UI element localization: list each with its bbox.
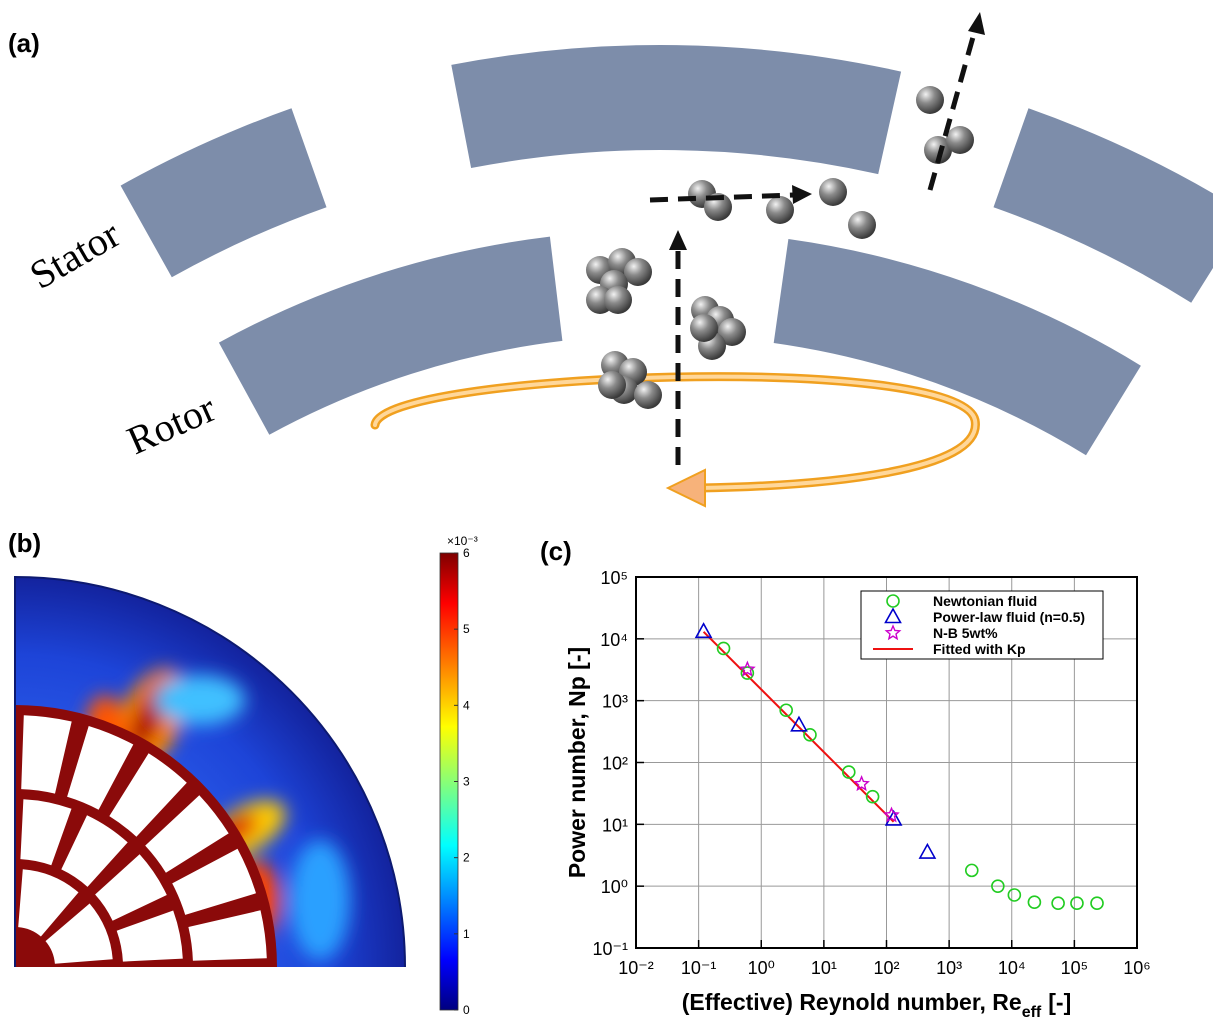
- x-tick-label: 10⁰: [748, 958, 775, 978]
- arrow-head: [669, 230, 687, 250]
- particle: [624, 258, 652, 286]
- x-tick-label: 10⁴: [998, 958, 1026, 978]
- legend-label: Newtonian fluid: [933, 593, 1037, 609]
- stator-blade: [994, 108, 1213, 302]
- x-axis-label: (Effective) Reynold number, Reeff [-]: [682, 989, 1072, 1021]
- panel-label: (a): [8, 28, 40, 58]
- y-tick-label: 10⁵: [601, 568, 628, 588]
- x-axis-label-subscript: eff: [1022, 1004, 1042, 1021]
- colorbar-tick-label: 0: [463, 1003, 470, 1017]
- particle: [946, 126, 974, 154]
- particle: [634, 381, 662, 409]
- particle: [598, 371, 626, 399]
- rotor-blade: [774, 239, 1141, 455]
- rotor-blade: [219, 237, 563, 435]
- colorbar-tick-label: 2: [463, 851, 470, 865]
- page: { "panel_labels": {"a": "(a)", "b": "(b)…: [0, 0, 1213, 1024]
- particle: [848, 211, 876, 239]
- legend-label: N-B 5wt%: [933, 625, 998, 641]
- x-axis-label-suffix: [-]: [1048, 989, 1071, 1015]
- y-tick-label: 10³: [602, 692, 628, 712]
- y-axis-label: Power number, Np [-]: [564, 647, 590, 878]
- stator-label: Stator: [22, 211, 127, 298]
- y-tick-label: 10⁻¹: [592, 939, 628, 959]
- velocity-contour: [15, 577, 405, 967]
- rotor-stator-diagram: [121, 12, 1213, 506]
- x-tick-label: 10⁶: [1123, 958, 1150, 978]
- particle: [819, 178, 847, 206]
- x-tick-label: 10³: [936, 958, 962, 978]
- arrow-head: [968, 12, 985, 35]
- y-tick-label: 10⁴: [600, 630, 628, 650]
- particle: [604, 286, 632, 314]
- x-tick-label: 10⁵: [1061, 958, 1088, 978]
- stator-blade: [451, 45, 901, 174]
- particle: [766, 196, 794, 224]
- colorbar-tick-label: 1: [463, 927, 470, 941]
- legend-label: Fitted with Kp: [933, 641, 1026, 657]
- colorbar-tick-label: 3: [463, 775, 470, 789]
- x-axis-label-text: (Effective) Reynold number, Re: [682, 989, 1022, 1015]
- x-tick-label: 10⁻¹: [681, 958, 717, 978]
- y-tick-label: 10²: [602, 754, 628, 774]
- y-tick-label: 10¹: [602, 815, 628, 835]
- y-tick-label: 10⁰: [601, 877, 628, 897]
- legend-label: Power-law fluid (n=0.5): [933, 609, 1085, 625]
- colorbar-tick-label: 4: [463, 698, 470, 712]
- particle: [690, 314, 718, 342]
- particle: [916, 86, 944, 114]
- x-tick-label: 10¹: [811, 958, 837, 978]
- panel-label: (c): [540, 536, 572, 566]
- colorbar-tick-label: 6: [463, 546, 470, 560]
- panel-label: (b): [8, 528, 41, 558]
- x-tick-label: 10⁻²: [618, 958, 654, 978]
- x-tick-label: 10²: [873, 958, 899, 978]
- colorbar-tick-label: 5: [463, 622, 470, 636]
- rotor-label: Rotor: [120, 385, 222, 463]
- stator-blade: [121, 108, 327, 277]
- figure: (a) (b) (c) Stator Rotor ×10⁻³ 0123456 1…: [0, 0, 1213, 1024]
- rotation-arrow: [375, 377, 975, 488]
- arrow-head: [668, 470, 705, 506]
- arrow-head: [792, 185, 812, 204]
